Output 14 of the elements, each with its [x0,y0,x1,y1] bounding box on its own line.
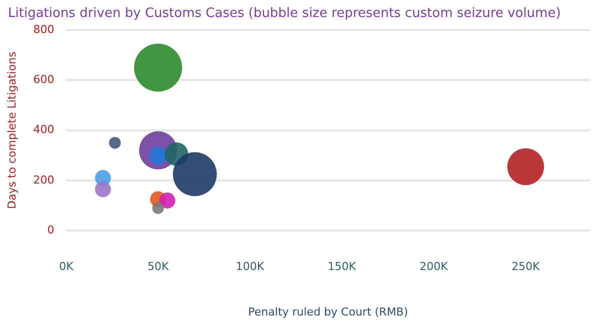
x-axis-title: Penalty ruled by Court (RMB) [248,305,408,318]
x-tick-label: 0K [59,260,74,274]
x-tick-label: 200K [420,260,449,274]
y-tick-label: 600 [33,73,54,86]
x-tick-label: 250K [512,260,541,274]
y-axis-title: Days to complete Litigations [5,51,18,210]
x-tick-label: 150K [328,260,357,274]
chart-title: Litigations driven by Customs Cases (bubble size represents custom seizure volume) [8,6,561,21]
y-tick-label: 400 [33,123,54,136]
y-tick-label: 0 [47,223,54,236]
x-tick-label: 100K [236,260,265,274]
y-tick-label: 200 [33,173,54,186]
x-tick-label: 50K [147,260,170,274]
y-tick-label: 800 [33,22,54,36]
